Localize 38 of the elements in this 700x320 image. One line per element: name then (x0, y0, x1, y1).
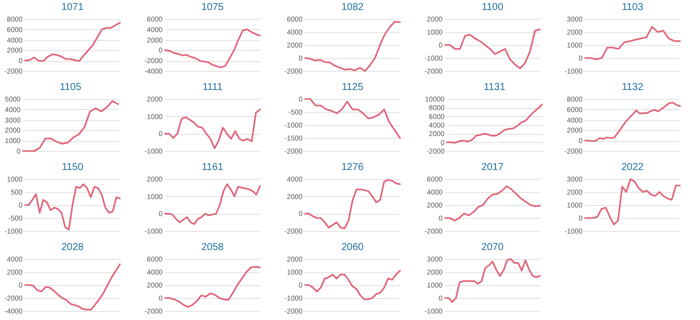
line-series (304, 98, 401, 139)
chart-title: 1276 (341, 162, 364, 173)
chart-title: 1075 (201, 2, 224, 13)
line-series (164, 183, 261, 225)
chart-title: 1111 (202, 82, 223, 93)
chart-title: 1105 (60, 82, 82, 93)
line-series (304, 20, 401, 72)
chart-title: 1161 (202, 162, 224, 173)
chart-title: 1132 (622, 82, 644, 93)
chart-title: 1100 (482, 2, 504, 13)
line-series (164, 266, 261, 308)
line-series (24, 183, 121, 230)
chart-title: 1131 (484, 82, 506, 93)
line-series (304, 179, 401, 230)
chart-title: 2028 (61, 242, 84, 253)
chart-title: 2022 (621, 162, 644, 173)
line-series (446, 104, 543, 144)
line-series (304, 270, 401, 300)
chart-title: 1082 (341, 2, 364, 13)
line-series (584, 26, 681, 60)
chart-title: 2058 (201, 242, 224, 253)
line-series (584, 178, 681, 226)
line-series (444, 185, 541, 222)
line-series (164, 28, 261, 68)
chart-title: 1125 (342, 82, 364, 93)
chart-title: 1150 (62, 162, 84, 173)
line-series (584, 102, 681, 142)
line-series (24, 22, 121, 62)
line-series (22, 100, 119, 152)
line-series (444, 28, 541, 70)
chart-title: 2017 (481, 162, 504, 173)
chart-title: 2070 (481, 242, 504, 253)
line-series (24, 263, 121, 310)
line-series (444, 258, 541, 303)
chart-title: 2060 (341, 242, 364, 253)
chart-title: 1103 (622, 2, 644, 13)
chart-title: 1071 (61, 2, 84, 13)
line-series (164, 108, 261, 150)
